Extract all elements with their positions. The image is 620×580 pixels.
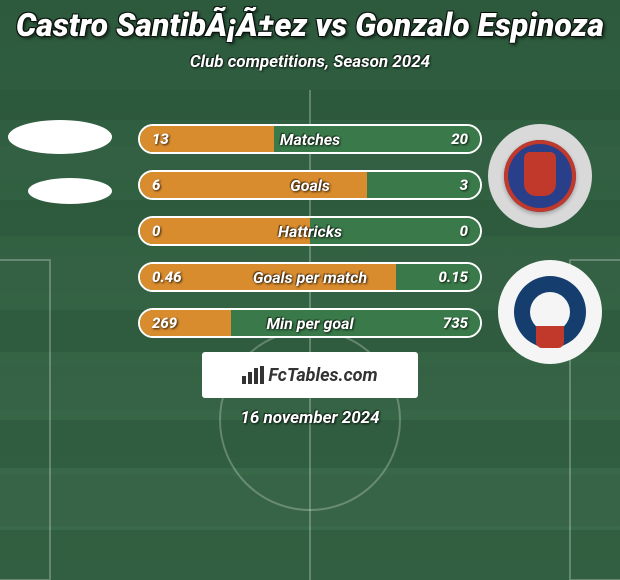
chile-federation-emblem-icon bbox=[504, 140, 576, 212]
stat-label: Goals per match bbox=[140, 264, 480, 290]
stat-bar-row: 0.460.15Goals per match bbox=[138, 262, 482, 292]
fctables-logo-box: FcTables.com bbox=[202, 352, 418, 398]
stat-bar-row: 269735Min per goal bbox=[138, 308, 482, 338]
stats-bars-container: 1320Matches 63Goals 00Hattricks 0.460.15Goa… bbox=[138, 124, 482, 354]
stat-label: Goals bbox=[140, 172, 480, 198]
antofagasta-emblem-icon bbox=[514, 276, 586, 348]
player-left-avatar-placeholder-1 bbox=[8, 120, 112, 154]
comparison-title: Castro SantibÃ¡Ã±ez vs Gonzalo Espinoza bbox=[0, 0, 620, 44]
stat-bar-row: 00Hattricks bbox=[138, 216, 482, 246]
stat-label: Min per goal bbox=[140, 310, 480, 336]
stat-label: Hattricks bbox=[140, 218, 480, 244]
team-right-badge-1 bbox=[488, 124, 592, 228]
fctables-logo-text: FcTables.com bbox=[268, 365, 377, 386]
comparison-date: 16 november 2024 bbox=[0, 408, 620, 428]
stat-label: Matches bbox=[140, 126, 480, 152]
stat-bar-row: 63Goals bbox=[138, 170, 482, 200]
comparison-subtitle: Club competitions, Season 2024 bbox=[0, 52, 620, 72]
bar-chart-icon bbox=[242, 366, 264, 384]
player-left-avatar-placeholder-2 bbox=[28, 178, 112, 204]
team-right-badge-2 bbox=[498, 260, 602, 364]
stat-bar-row: 1320Matches bbox=[138, 124, 482, 154]
